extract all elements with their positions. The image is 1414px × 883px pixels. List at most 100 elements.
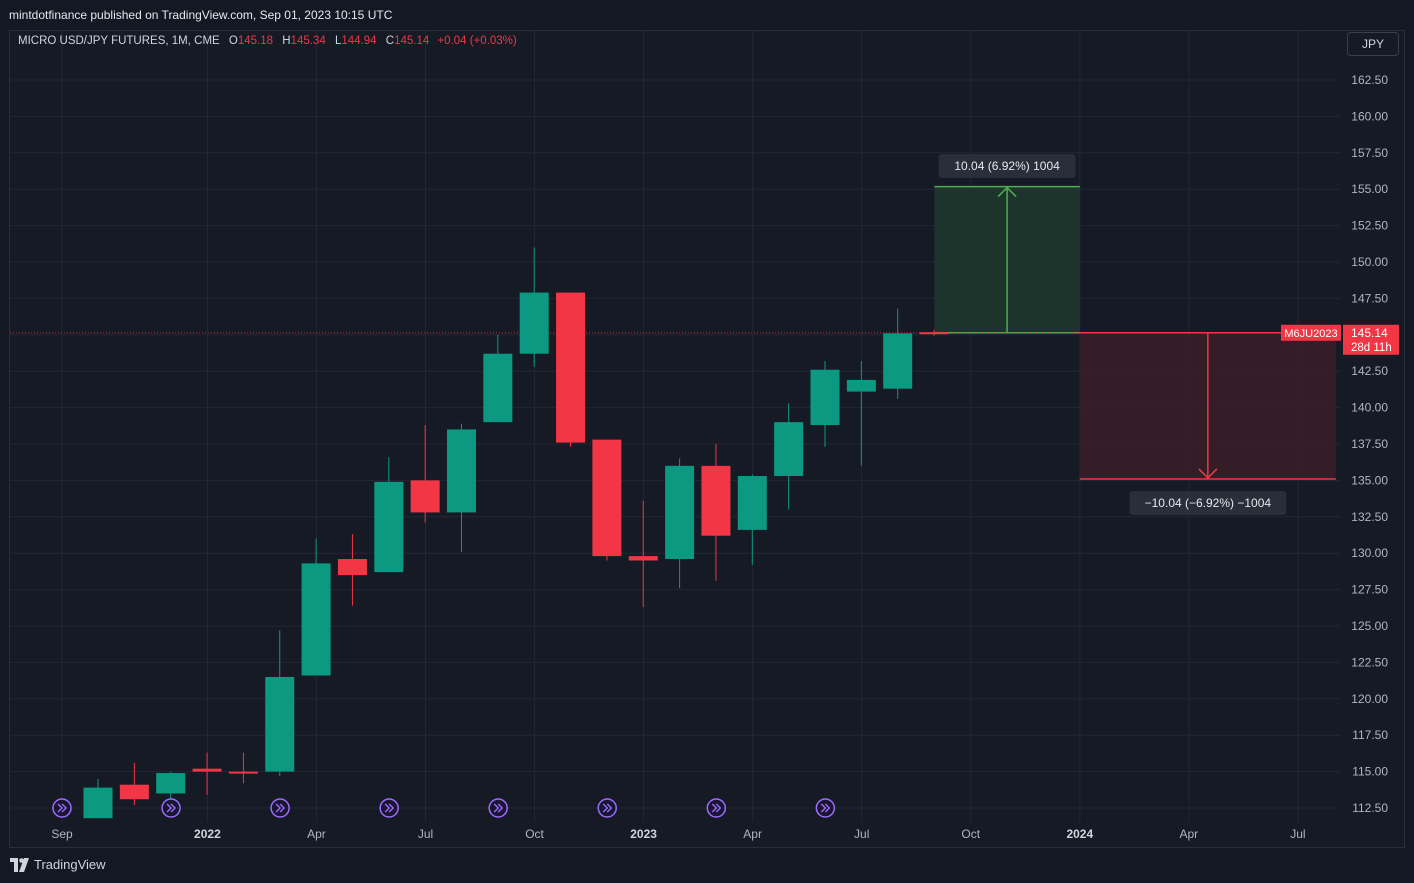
candle [846, 361, 876, 466]
candle-body [774, 422, 804, 477]
low-value: 144.94 [341, 35, 377, 47]
symbol-name: MICRO USD/JPY FUTURES, 1M, CME [18, 35, 220, 47]
y-tick-label: 160.00 [1351, 109, 1388, 123]
symbol-tag: M6JU2023 [1284, 328, 1337, 340]
y-axis: 112.50 115.00 117.50 120.00 122.50 125.00 127.… [1351, 73, 1388, 815]
x-tick-label: Jul [1290, 827, 1305, 841]
event-icon[interactable] [488, 798, 508, 818]
candle-body [556, 292, 586, 443]
symbol-legend: MICRO USD/JPY FUTURES, 1M, CME O145.18 H… [18, 35, 517, 47]
x-tick-label: 2023 [630, 827, 657, 841]
y-tick-label: 137.50 [1351, 437, 1388, 451]
price-tag-bg [1343, 324, 1399, 355]
y-tick-label: 117.50 [1352, 728, 1388, 742]
y-tick-label: 142.50 [1351, 364, 1388, 378]
candle [410, 425, 440, 523]
candle-body [665, 465, 695, 560]
y-tick-label: 152.50 [1351, 219, 1388, 233]
candle [337, 534, 367, 606]
candle [265, 630, 295, 776]
stop-label: −10.04 (−6.92%) −1004 [1129, 491, 1287, 515]
event-icon-arrows [711, 803, 722, 813]
event-icon[interactable] [597, 798, 617, 818]
x-tick-label: Apr [307, 827, 326, 841]
target-label: 10.04 (6.92%) 1004 [938, 154, 1076, 178]
event-icon-arrows [275, 803, 286, 813]
candle-body [265, 676, 295, 772]
candle-body [810, 369, 840, 426]
close-value: 145.14 [394, 35, 430, 47]
tradingview-logo[interactable]: TradingView [10, 857, 106, 872]
event-icon[interactable] [161, 798, 181, 818]
price-tag-price: 145.14 [1351, 326, 1388, 340]
footer [0, 848, 1414, 883]
candle [737, 474, 767, 565]
candle [192, 752, 222, 795]
price-tag-countdown: 28d 11h [1351, 342, 1392, 354]
target-label-bg [938, 154, 1076, 178]
candle [628, 500, 658, 608]
x-tick-label: Oct [961, 827, 980, 841]
event-icon-arrows [493, 803, 504, 813]
x-tick-label: Jul [418, 827, 433, 841]
event-icon[interactable] [270, 798, 290, 818]
event-icon[interactable] [815, 798, 836, 818]
y-tick-label: 115.00 [1352, 765, 1388, 779]
high-label: H [282, 35, 291, 47]
y-tick-label: 150.00 [1351, 255, 1388, 269]
open-value: 145.18 [237, 35, 274, 47]
candle-body [519, 292, 549, 354]
events [52, 798, 836, 818]
candle [447, 423, 476, 552]
candle [665, 458, 695, 589]
candle-body [919, 332, 949, 335]
y-tick-label: 140.00 [1351, 401, 1388, 415]
event-icon[interactable] [379, 798, 399, 818]
currency-button[interactable]: JPY [1347, 32, 1399, 56]
candle-body [119, 784, 149, 800]
candle-body [156, 773, 186, 794]
tradingview-logo-icon [10, 857, 29, 872]
low-label: L [334, 35, 342, 47]
price-tag: M6JU2023 145.14 28d 11h [1281, 324, 1399, 355]
candle-body [301, 563, 331, 676]
y-tick-label: 135.00 [1351, 473, 1388, 487]
candle [301, 538, 331, 676]
stop-label-bg [1129, 491, 1287, 515]
candle [483, 334, 513, 423]
event-icon-arrows [820, 803, 831, 813]
x-tick-label: Oct [525, 827, 544, 841]
candle-body [192, 768, 222, 772]
candle [774, 403, 804, 510]
event-icon-arrows [166, 803, 177, 813]
x-tick-label: Sep [51, 827, 73, 841]
y-tick-label: 120.00 [1351, 692, 1388, 706]
stop-label-text: −10.04 (−6.92%) −1004 [1145, 496, 1272, 510]
close-label: C [385, 35, 395, 47]
candle [919, 329, 949, 336]
candle [556, 292, 586, 447]
x-axis: Sep 2022 Apr Jul Oct 2023 Apr Jul Oct 2024 Apr Jul [51, 827, 1305, 841]
y-tick-label: 162.50 [1351, 73, 1388, 87]
candle-body [701, 465, 731, 536]
event-icon[interactable] [52, 798, 72, 818]
candle-body [737, 476, 767, 530]
y-tick-label: 147.50 [1351, 291, 1388, 305]
candle [119, 762, 149, 806]
candle [701, 444, 731, 581]
event-icon-arrows [384, 803, 395, 813]
candle-body [83, 787, 113, 819]
candle [883, 308, 913, 399]
y-tick-label: 155.00 [1351, 182, 1388, 196]
open-label: O [228, 35, 238, 47]
candle [228, 752, 258, 784]
candle-body [846, 379, 876, 392]
x-tick-label: Apr [743, 827, 762, 841]
event-icon[interactable] [706, 798, 727, 818]
candle-body [592, 439, 622, 557]
candle [592, 439, 622, 561]
candle-body [883, 333, 913, 389]
candle [810, 361, 840, 447]
x-tick-label: 2024 [1066, 827, 1093, 841]
